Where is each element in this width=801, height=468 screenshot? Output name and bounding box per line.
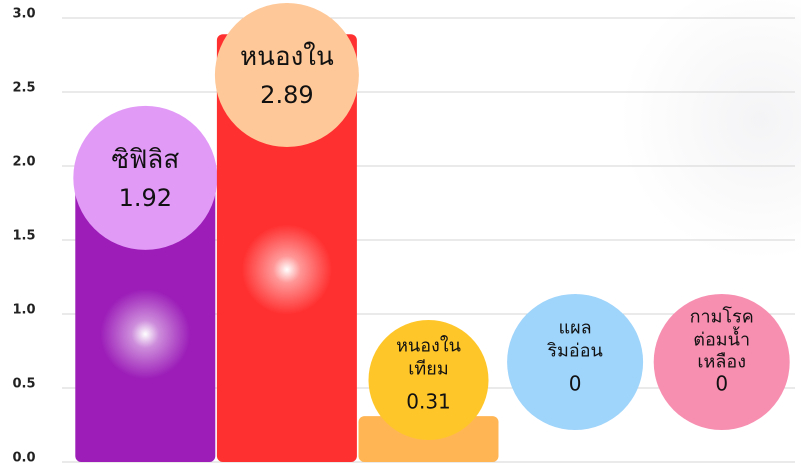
bubble	[368, 320, 489, 440]
value-label: 1.92	[118, 183, 173, 212]
y-tick-label: 3.0	[12, 7, 35, 22]
bubble	[653, 294, 790, 430]
category-label: หนองใน เทียม	[396, 335, 461, 380]
category-label: แผล ริมอ่อน	[547, 317, 603, 362]
y-tick-label: 1.5	[12, 229, 35, 244]
y-tick-label: 0.0	[12, 451, 35, 466]
bubble	[73, 105, 218, 250]
category-label: ซิฟิลิส	[111, 144, 180, 175]
value-label: 0	[568, 371, 582, 396]
y-tick-label: 2.0	[12, 155, 35, 170]
sparkle	[241, 224, 332, 315]
y-tick-label: 0.5	[12, 377, 35, 392]
sparkle	[100, 289, 191, 380]
y-tick-label: 1.0	[12, 303, 35, 318]
bubble	[214, 3, 359, 147]
value-label: 0	[715, 371, 729, 396]
value-label: 0.31	[406, 389, 451, 414]
bubble	[507, 294, 644, 430]
category-label: หนองใน	[240, 41, 334, 72]
category-label: กามโรค ต่อมน้ำเหลือง	[689, 306, 754, 373]
value-label: 2.89	[260, 81, 314, 109]
y-tick-label: 2.5	[12, 81, 35, 96]
